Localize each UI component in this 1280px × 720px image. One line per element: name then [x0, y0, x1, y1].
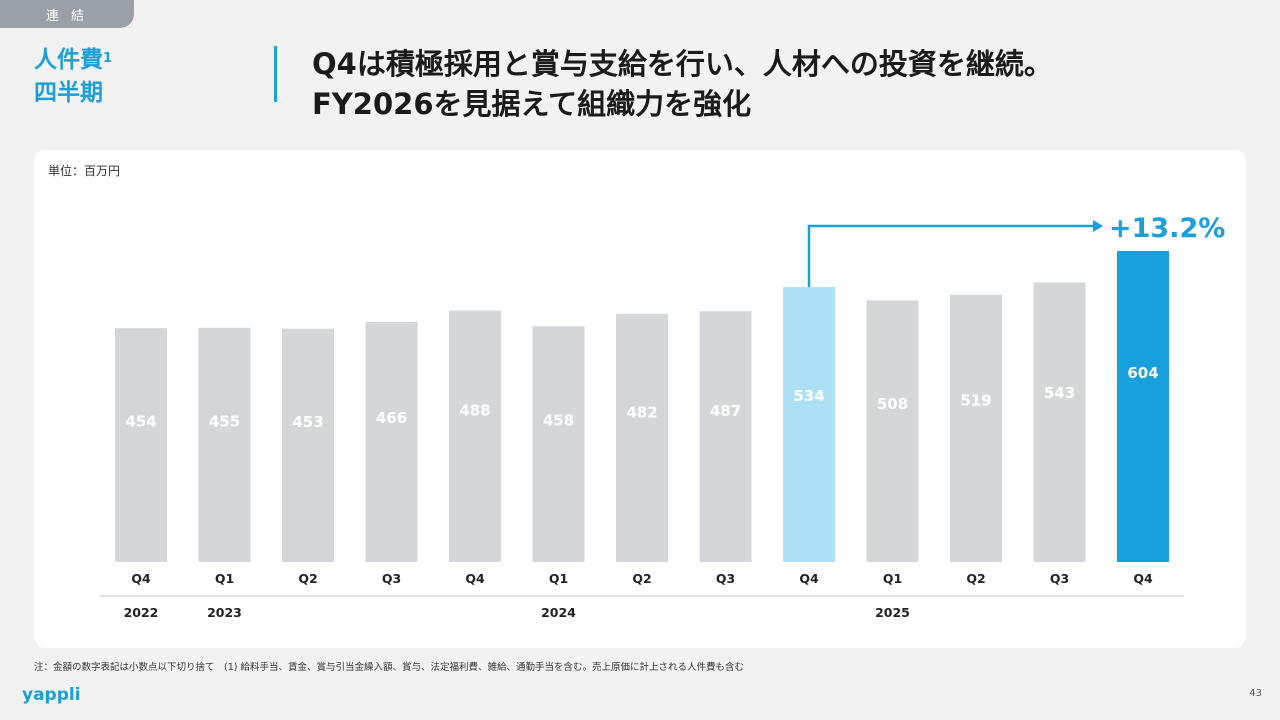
bar-5	[532, 326, 585, 562]
page-number: 43	[1249, 688, 1262, 699]
bar-value-label-8: 534	[793, 387, 824, 405]
section-title: 人件費1 四半期	[34, 44, 112, 110]
footnote: 注：金額の数字表記は小数点以下切り捨て (1) 給料手当、賃金、賞与引当金繰入額…	[34, 662, 744, 673]
year-label-2: 2024	[541, 605, 576, 620]
x-tick-label-3: Q3	[382, 571, 401, 586]
year-label-1: 2023	[207, 605, 242, 620]
bar-value-label-6: 482	[626, 404, 657, 422]
bar-value-label-12: 604	[1127, 364, 1158, 382]
section-subtitle: 四半期	[34, 80, 103, 106]
bar-value-label-2: 453	[292, 413, 323, 431]
bar-2	[282, 328, 334, 562]
bar-9	[866, 300, 919, 562]
growth-arrow-head	[1093, 220, 1103, 232]
bar-value-label-5: 458	[543, 411, 574, 429]
x-tick-label-10: Q2	[966, 571, 985, 586]
year-label-0: 2022	[124, 605, 159, 620]
x-tick-label-5: Q1	[549, 571, 568, 586]
consolidated-tag: 連 結	[0, 0, 134, 28]
bar-value-label-1: 455	[209, 412, 240, 430]
bar-10	[950, 294, 1002, 562]
bar-6	[616, 313, 668, 562]
bar-4	[449, 310, 501, 562]
x-tick-label-4: Q4	[465, 571, 485, 586]
unit-label: 単位：百万円	[48, 164, 121, 178]
yappli-logo: yappli	[22, 685, 81, 705]
bar-11	[1033, 282, 1086, 562]
x-tick-label-7: Q3	[716, 571, 735, 586]
headline-line-1: Q4は積極採用と賞与支給を行い、人材への投資を継続。	[312, 47, 1053, 81]
bar-value-label-7: 487	[710, 402, 741, 420]
bar-12	[1117, 251, 1169, 562]
bar-value-label-9: 508	[877, 395, 908, 413]
bar-0	[115, 328, 167, 562]
growth-label: +13.2%	[1109, 213, 1225, 244]
x-tick-label-6: Q2	[632, 571, 651, 586]
bar-value-label-10: 519	[960, 392, 991, 410]
headline: Q4は積極採用と賞与支給を行い、人材への投資を継続。 FY2026を見据えて組織…	[312, 44, 1252, 124]
x-tick-label-1: Q1	[215, 571, 234, 586]
x-tick-label-11: Q3	[1050, 571, 1069, 586]
bar-value-label-0: 454	[125, 413, 156, 431]
growth-arrow-line	[807, 224, 1095, 288]
footnote-marker: 1	[103, 51, 113, 66]
year-label-3: 2025	[875, 605, 910, 620]
bar-8	[783, 287, 835, 562]
x-tick-label-9: Q1	[883, 571, 902, 586]
bar-3	[365, 322, 418, 562]
bar-value-label-3: 466	[376, 409, 407, 427]
bar-value-label-4: 488	[459, 402, 490, 420]
x-tick-label-8: Q4	[799, 571, 819, 586]
title-divider	[274, 46, 277, 102]
bar-1	[198, 327, 251, 562]
x-tick-label-0: Q4	[131, 571, 151, 586]
headline-line-2: FY2026を見据えて組織力を強化	[312, 87, 752, 121]
bar-value-label-11: 543	[1044, 384, 1075, 402]
bar-7	[699, 311, 752, 562]
x-tick-label-2: Q2	[298, 571, 317, 586]
section-title-text: 人件費	[34, 47, 103, 73]
x-tick-label-12: Q4	[1133, 571, 1153, 586]
